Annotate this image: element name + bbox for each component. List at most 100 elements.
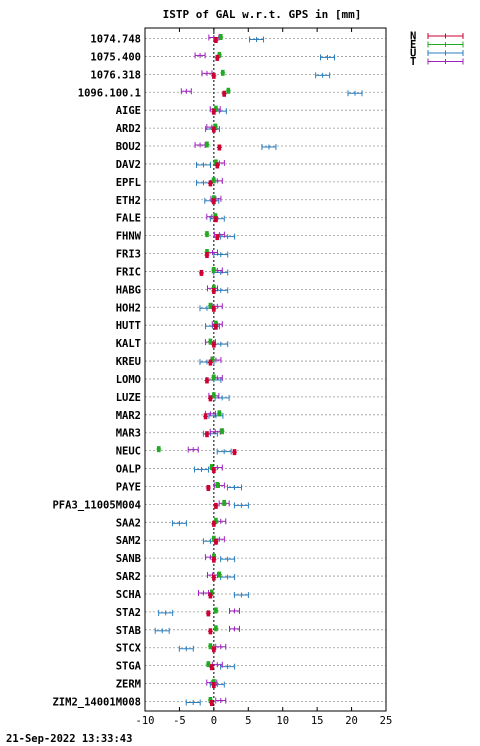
point-N [211,520,217,527]
point-N [203,413,209,420]
station-label: EPFL [116,177,141,189]
marker [205,431,209,438]
point-N [211,574,217,581]
point-E [204,231,210,238]
point-N [211,126,217,133]
point-E [213,625,219,632]
point-E [214,481,220,488]
point-U [233,502,249,509]
x-tick-label: 5 [245,715,251,727]
x-tick-label: 20 [345,715,358,727]
point-U [315,72,331,79]
marker [212,374,216,381]
station-label: ZIM2_14001M008 [52,697,141,709]
station-label: ARD2 [116,123,141,135]
point-T [213,231,225,238]
station-label: ETH2 [116,195,141,207]
point-N [209,664,215,671]
marker [214,323,218,330]
point-U [233,591,249,598]
station-label: OALP [116,464,141,476]
point-N [211,108,217,115]
station-labels: 1074.748 1075.400 1076.318 1096.100.1 AIGE AR… [52,34,141,709]
point-N [205,610,211,617]
point-T [215,697,227,704]
station-label: LUZE [116,392,141,404]
point-U [171,520,187,527]
marker [212,520,216,527]
point-N [211,556,217,563]
point-N [211,467,217,474]
point-T [229,607,241,614]
point-E [216,571,222,578]
marker [208,180,213,187]
marker [214,625,218,632]
station-label: ZERM [116,679,141,691]
marker [212,198,216,205]
marker [206,610,211,617]
point-N [213,502,219,509]
point-E [220,69,226,76]
point-N [216,144,222,151]
point-N [211,646,217,653]
point-E [211,266,217,273]
marker [208,592,213,599]
marker [209,664,214,671]
station-label: MAR2 [116,410,141,422]
station-label: HUTT [116,320,141,332]
marker [212,108,216,115]
legend-label-E: E [410,39,416,51]
station-label: DAV2 [116,159,141,171]
marker [212,556,216,563]
point-N [207,180,213,187]
point-E [204,141,210,148]
station-label: FALE [116,213,141,225]
station-label: STCX [116,643,142,655]
point-U [347,90,363,97]
point-N [207,359,213,366]
legend-label-T: T [410,56,416,68]
station-label: STGA [116,661,142,673]
station-label: LOMO [116,374,141,386]
point-T [194,52,206,59]
marker [214,105,218,112]
marker [212,177,216,184]
marker [209,464,214,471]
marker [221,69,225,76]
marker [212,305,216,312]
station-label: SANB [116,553,141,565]
station-label: STAB [116,625,141,637]
point-N [207,395,213,402]
marker [218,34,223,40]
marker [208,359,213,366]
station-label: HOH2 [116,302,141,314]
marker [226,87,231,94]
point-N [214,234,220,241]
marker [215,481,220,488]
station-label: 1076.318 [90,69,141,81]
point-N [213,37,219,43]
marker [212,341,216,348]
marker [203,413,208,420]
point-N [204,377,210,384]
point-N [207,592,213,599]
point-E [216,410,222,417]
station-label: AIGE [116,105,141,117]
point-N [214,162,220,169]
point-U [216,448,232,455]
point-N [204,252,210,259]
point-N [213,323,219,330]
marker [214,37,218,43]
point-E [218,34,224,40]
station-label: STA2 [116,607,141,619]
marker [217,571,222,578]
chart-title: ISTP of GAL w.r.t. GPS in [mm] [163,8,362,21]
station-label: SAA2 [116,517,141,529]
marker [208,643,213,650]
marker [212,72,216,79]
legend-label-N: N [410,31,416,43]
marker [214,517,218,524]
marker [217,144,222,151]
point-T [201,70,213,77]
